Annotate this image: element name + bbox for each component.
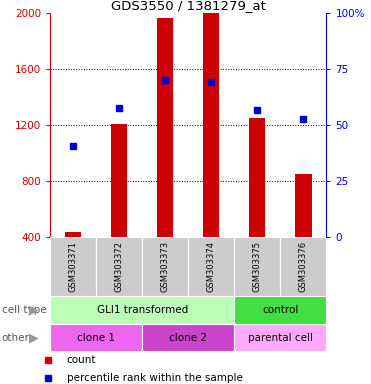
Bar (188, 237, 234, 296)
Bar (234, 237, 280, 296)
Title: GDS3550 / 1381279_at: GDS3550 / 1381279_at (111, 0, 266, 12)
Text: GSM303372: GSM303372 (115, 241, 124, 292)
Bar (96, 237, 142, 296)
Bar (234, 324, 326, 351)
Text: clone 1: clone 1 (77, 333, 115, 343)
Bar (50, 237, 96, 296)
Text: count: count (67, 356, 96, 366)
Text: ▶: ▶ (29, 303, 39, 316)
Bar (50, 324, 142, 351)
Text: percentile rank within the sample: percentile rank within the sample (67, 373, 243, 383)
Text: GSM303371: GSM303371 (69, 241, 78, 292)
Bar (203, 13, 219, 237)
Bar (280, 237, 326, 296)
Text: GSM303374: GSM303374 (207, 241, 216, 292)
Bar (157, 18, 173, 237)
Text: ▶: ▶ (29, 331, 39, 344)
Bar (249, 118, 265, 237)
Text: GLI1 transformed: GLI1 transformed (96, 305, 188, 315)
Bar (50, 296, 234, 324)
Text: clone 2: clone 2 (169, 333, 207, 343)
Text: parental cell: parental cell (248, 333, 313, 343)
Text: GSM303375: GSM303375 (253, 241, 262, 292)
Bar (65, 232, 81, 237)
Bar (234, 296, 326, 324)
Bar (111, 124, 127, 237)
Bar (142, 237, 188, 296)
Text: GSM303373: GSM303373 (161, 241, 170, 292)
Text: control: control (262, 305, 299, 315)
Text: GSM303376: GSM303376 (299, 241, 308, 292)
Bar (295, 174, 312, 237)
Text: other: other (2, 333, 30, 343)
Bar (142, 324, 234, 351)
Text: cell type: cell type (2, 305, 46, 315)
